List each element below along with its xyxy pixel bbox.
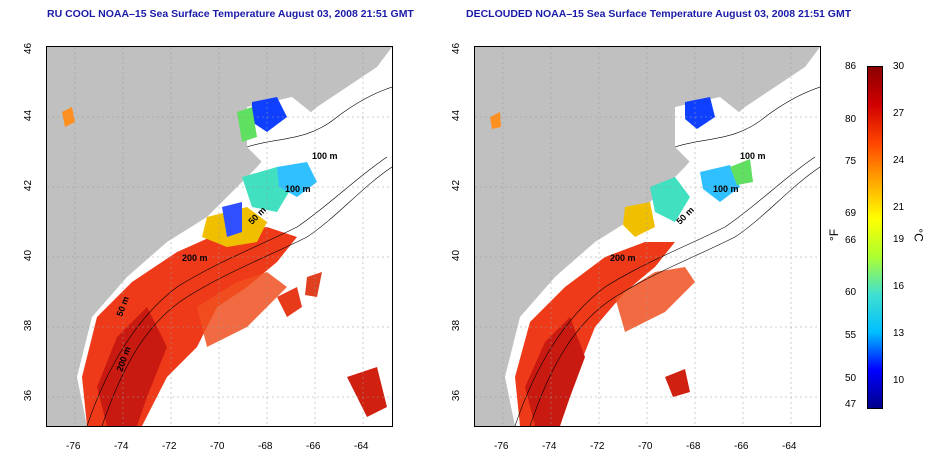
celsius-tick: 21 bbox=[893, 202, 905, 213]
lon-tick: -66 bbox=[734, 441, 749, 452]
fahrenheit-tick: 86 bbox=[845, 61, 857, 72]
lon-tick: -70 bbox=[210, 441, 225, 452]
lon-tick: -70 bbox=[638, 441, 653, 452]
lon-tick: -64 bbox=[354, 441, 369, 452]
temperature-colorbar bbox=[867, 66, 883, 409]
lat-tick: 44 bbox=[451, 109, 463, 122]
title-left: RU COOL NOAA–15 Sea Surface Temperature … bbox=[47, 8, 414, 20]
lon-tick: -66 bbox=[306, 441, 321, 452]
contour-label: 200 m bbox=[182, 253, 208, 263]
sst-map-declouded: 100 m 100 m 50 m 200 m bbox=[475, 47, 820, 426]
celsius-tick: 13 bbox=[893, 328, 905, 339]
contour-label: 100 m bbox=[713, 184, 739, 194]
celsius-tick: 10 bbox=[893, 375, 905, 386]
fahrenheit-unit-label: °F bbox=[827, 228, 842, 242]
lat-tick: 40 bbox=[451, 249, 463, 262]
lon-tick: -76 bbox=[66, 441, 81, 452]
lat-tick: 38 bbox=[451, 319, 463, 332]
fahrenheit-tick: 47 bbox=[845, 399, 857, 410]
celsius-tick: 24 bbox=[893, 155, 905, 166]
celsius-tick: 19 bbox=[893, 234, 905, 245]
contour-label: 100 m bbox=[740, 151, 766, 161]
sst-map-raw: 100 m 100 m 50 m 200 m 50 m 200 m bbox=[47, 47, 392, 426]
lon-tick: -68 bbox=[686, 441, 701, 452]
celsius-tick: 16 bbox=[893, 281, 905, 292]
fahrenheit-tick: 69 bbox=[845, 208, 857, 219]
celsius-tick: 30 bbox=[893, 61, 905, 72]
fahrenheit-tick: 75 bbox=[845, 156, 857, 167]
fahrenheit-tick: 66 bbox=[845, 235, 857, 246]
fahrenheit-tick: 80 bbox=[845, 114, 857, 125]
fahrenheit-tick: 50 bbox=[845, 373, 857, 384]
contour-label: 200 m bbox=[610, 253, 636, 263]
fahrenheit-tick: 55 bbox=[845, 330, 857, 341]
lat-tick: 42 bbox=[451, 179, 463, 192]
lon-tick: -72 bbox=[590, 441, 605, 452]
lon-tick: -64 bbox=[782, 441, 797, 452]
contour-label: 100 m bbox=[312, 151, 338, 161]
lon-tick: -74 bbox=[542, 441, 557, 452]
lon-tick: -72 bbox=[162, 441, 177, 452]
title-right: DECLOUDED NOAA–15 Sea Surface Temperatur… bbox=[466, 8, 852, 20]
map-panel-declouded: 100 m 100 m 50 m 200 m bbox=[474, 46, 821, 427]
lat-tick: 36 bbox=[451, 389, 463, 402]
celsius-tick: 27 bbox=[893, 108, 905, 119]
lon-tick: -74 bbox=[114, 441, 129, 452]
lat-tick: 42 bbox=[23, 179, 35, 192]
lon-tick: -76 bbox=[494, 441, 509, 452]
lat-tick: 44 bbox=[23, 109, 35, 122]
lat-tick: 46 bbox=[451, 42, 463, 55]
celsius-unit-label: °C bbox=[911, 228, 926, 242]
fahrenheit-tick: 60 bbox=[845, 287, 857, 298]
map-panel-raw: 100 m 100 m 50 m 200 m 50 m 200 m bbox=[46, 46, 393, 427]
lat-tick: 40 bbox=[23, 249, 35, 262]
lon-tick: -68 bbox=[258, 441, 273, 452]
lat-tick: 38 bbox=[23, 319, 35, 332]
lat-tick: 46 bbox=[23, 42, 35, 55]
lat-tick: 36 bbox=[23, 389, 35, 402]
contour-label: 100 m bbox=[285, 184, 311, 194]
